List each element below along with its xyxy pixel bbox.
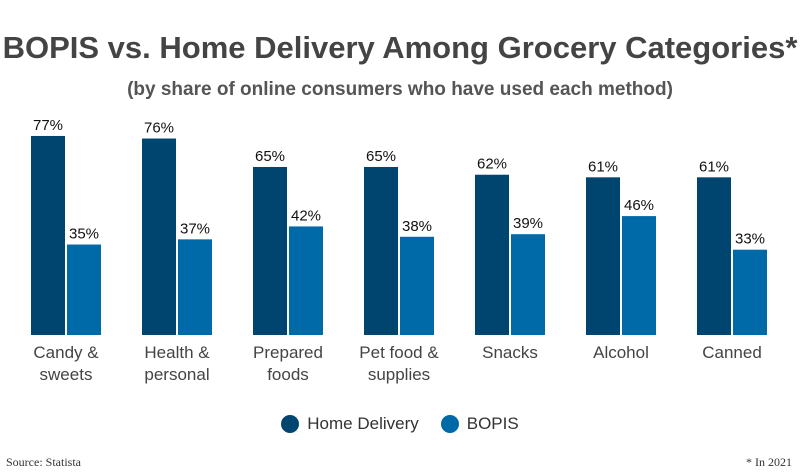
bar: [586, 177, 620, 335]
data-label: 46%: [624, 197, 654, 214]
category-label: Canned: [702, 343, 762, 362]
category-label: supplies: [368, 365, 430, 384]
bar: [67, 244, 101, 335]
legend-item-bopis[interactable]: BOPIS: [440, 414, 519, 434]
legend-label: BOPIS: [466, 414, 519, 433]
chart-title: BOPIS vs. Home Delivery Among Grocery Ca…: [2, 30, 798, 65]
data-label: 42%: [291, 207, 321, 224]
legend-label: Home Delivery: [307, 414, 419, 433]
legend-swatch: [440, 415, 459, 433]
legend-swatch: [281, 415, 300, 433]
footnote: * In 2021: [746, 455, 792, 469]
data-label: 76%: [144, 120, 174, 137]
category-label: Health &: [144, 343, 210, 362]
category-label: personal: [144, 365, 209, 384]
source-text: Source: Statista: [6, 455, 81, 469]
category-label: Pet food &: [359, 343, 439, 362]
bar: [511, 234, 545, 335]
data-label: 33%: [735, 231, 765, 248]
data-label: 77%: [33, 117, 63, 134]
data-label: 61%: [699, 158, 729, 175]
bar: [697, 177, 731, 335]
bar: [253, 166, 287, 335]
bar: [400, 236, 434, 335]
category-label: sweets: [40, 365, 93, 384]
category-label: Prepared: [253, 343, 323, 362]
bar: [733, 249, 767, 335]
bar: [364, 166, 398, 335]
bar: [289, 226, 323, 335]
category-label: foods: [267, 365, 309, 384]
category-label: Snacks: [482, 343, 538, 362]
data-label: 35%: [69, 226, 99, 243]
legend: Home Delivery BOPIS: [0, 414, 800, 434]
data-label: 65%: [255, 148, 285, 165]
category-label: Alcohol: [593, 343, 649, 362]
legend-item-home-delivery[interactable]: Home Delivery: [281, 414, 419, 434]
category-label: Candy &: [33, 343, 99, 362]
chart-subtitle: (by share of online consumers who have u…: [127, 79, 673, 100]
data-label: 37%: [180, 220, 210, 237]
bar: [475, 174, 509, 335]
data-label: 65%: [366, 148, 396, 165]
bar: [178, 239, 212, 335]
data-label: 61%: [588, 158, 618, 175]
data-label: 39%: [513, 215, 543, 232]
bar: [622, 216, 656, 335]
data-label: 38%: [402, 218, 432, 235]
bar: [31, 135, 65, 335]
bar-chart: 77% 35% Candy & sweets 76% 37% Health & persona…: [31, 117, 767, 384]
data-label: 62%: [477, 156, 507, 173]
bar: [142, 138, 176, 335]
